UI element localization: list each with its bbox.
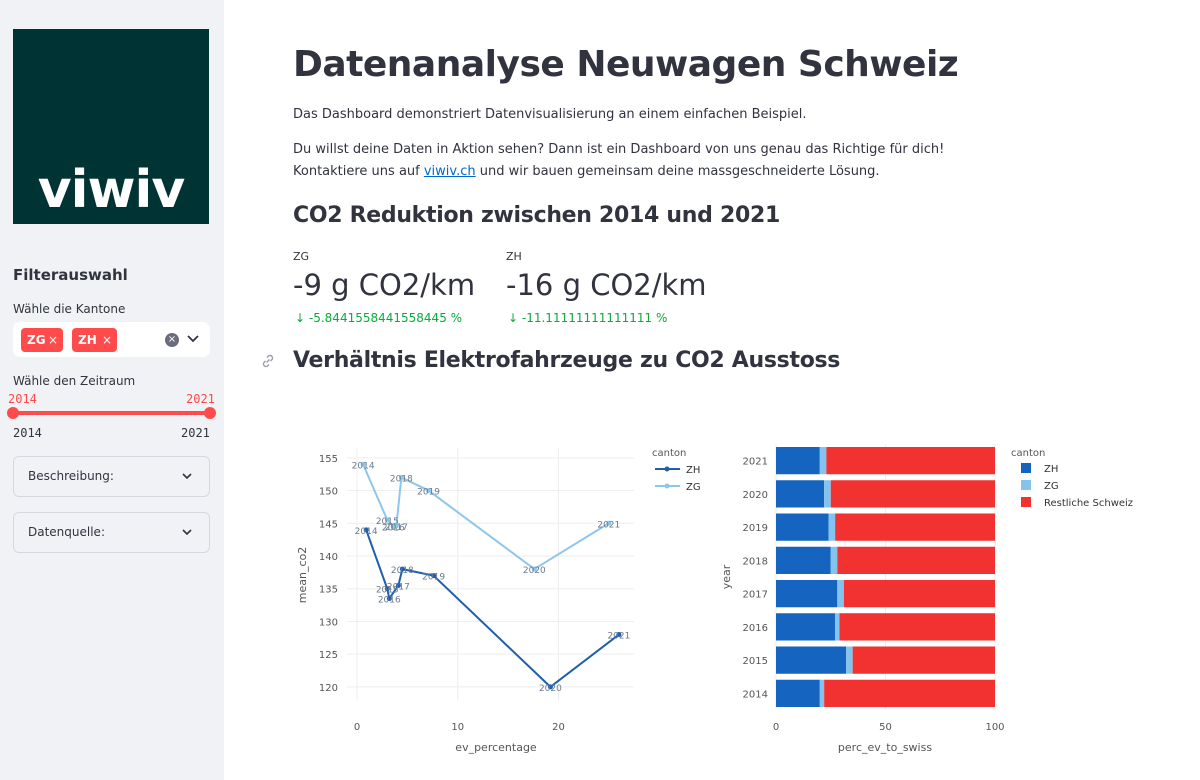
- cta-text: Du willst deine Daten in Aktion sehen? D…: [293, 139, 944, 183]
- canton-multiselect[interactable]: ZG × ZH × ×: [13, 322, 210, 357]
- timerange-slider-track[interactable]: [13, 411, 210, 415]
- metric-value: -9 g CO2/km: [293, 268, 476, 302]
- slider-min-label: 2014: [13, 426, 42, 440]
- cta-line-1: Du willst deine Daten in Aktion sehen? D…: [293, 142, 945, 157]
- chevron-down-icon: [182, 473, 192, 480]
- viwiv-logo: viwiv: [13, 29, 209, 224]
- page-title: Datenanalyse Neuwagen Schweiz: [293, 44, 959, 85]
- slider-high-value: 2021: [186, 392, 215, 406]
- logo-text: viwiv: [37, 160, 185, 220]
- metric-delta-value: -11.11111111111111 %: [521, 311, 668, 325]
- remove-tag-icon[interactable]: ×: [101, 333, 112, 347]
- expander-beschreibung[interactable]: Beschreibung:: [13, 456, 210, 497]
- slider-thumb-high[interactable]: [204, 407, 216, 419]
- intro-text: Das Dashboard demonstriert Datenvisualis…: [293, 107, 807, 122]
- canton-tag-label: ZH: [78, 333, 97, 347]
- metric-value: -16 g CO2/km: [506, 268, 707, 302]
- metric-label: ZH: [506, 250, 522, 263]
- canton-tag-zg: ZG ×: [21, 328, 63, 352]
- expander-label: Datenquelle:: [28, 525, 105, 539]
- arrow-down-icon: ↓: [295, 311, 306, 325]
- expander-datenquelle[interactable]: Datenquelle:: [13, 512, 210, 553]
- sidebar: viwiv Filterauswahl Wähle die Kantone ZG…: [0, 0, 224, 780]
- metric-label: ZG: [293, 250, 310, 263]
- canton-select-label: Wähle die Kantone: [13, 302, 126, 316]
- slider-thumb-low[interactable]: [7, 407, 19, 419]
- timerange-label: Wähle den Zeitraum: [13, 374, 136, 388]
- main-content: Datenanalyse Neuwagen Schweiz Das Dashbo…: [224, 0, 1200, 780]
- viwiv-link[interactable]: viwiv.ch: [423, 164, 476, 179]
- cta-line-2: Kontaktiere uns auf viwiv.ch und wir bau…: [293, 161, 944, 183]
- chevron-down-icon[interactable]: [185, 330, 201, 346]
- slider-max-label: 2021: [181, 426, 210, 440]
- cta-post: und wir bauen gemeinsam deine massgeschn…: [475, 164, 880, 179]
- chevron-down-icon: [182, 529, 192, 536]
- remove-tag-icon[interactable]: ×: [47, 333, 58, 347]
- canton-tag-zh: ZH ×: [72, 328, 117, 352]
- clear-all-icon[interactable]: ×: [165, 333, 179, 347]
- slider-low-value: 2014: [8, 392, 37, 406]
- metric-delta: ↓ -5.8441558441558445 %: [295, 311, 462, 325]
- ratio-heading: Verhältnis Elektrofahrzeuge zu CO2 Ausst…: [293, 348, 841, 373]
- canton-tag-label: ZG: [27, 333, 46, 347]
- link-icon[interactable]: [260, 353, 276, 369]
- metric-delta-value: -5.8441558441558445 %: [308, 311, 463, 325]
- arrow-down-icon: ↓: [508, 311, 519, 325]
- metric-delta: ↓ -11.11111111111111 %: [508, 311, 667, 325]
- cta-pre: Kontaktiere uns auf: [293, 164, 424, 179]
- filter-heading: Filterauswahl: [13, 266, 128, 284]
- expander-label: Beschreibung:: [28, 469, 114, 483]
- co2-heading: CO2 Reduktion zwischen 2014 und 2021: [293, 203, 780, 228]
